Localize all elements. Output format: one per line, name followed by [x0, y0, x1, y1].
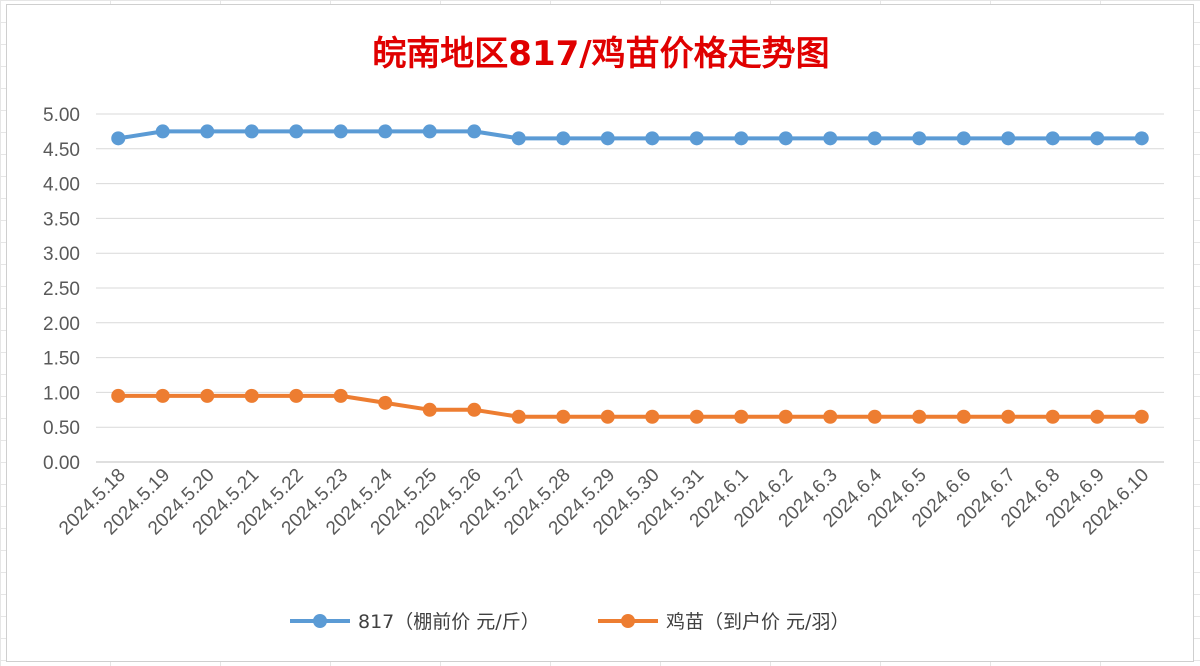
data-point: [1134, 131, 1149, 146]
y-tick-label: 0.00: [43, 453, 80, 474]
gridlines: [96, 113, 1164, 463]
data-point: [289, 388, 304, 403]
y-tick-label: 3.00: [43, 244, 80, 265]
legend-item[interactable]: 鸡苗（到户价 元/羽）: [598, 611, 849, 633]
data-point: [244, 124, 259, 139]
legend-label: 鸡苗（到户价 元/羽）: [666, 611, 849, 633]
data-point: [1134, 409, 1149, 424]
y-tick-label: 2.00: [43, 314, 80, 335]
data-point: [378, 124, 393, 139]
data-point: [1090, 131, 1105, 146]
data-point: [867, 131, 882, 146]
legend-marker: [621, 614, 635, 628]
data-point: [778, 409, 793, 424]
data-point: [600, 131, 615, 146]
data-point: [956, 131, 971, 146]
data-point: [378, 395, 393, 410]
data-point: [1045, 131, 1060, 146]
data-point: [556, 131, 571, 146]
data-point: [689, 409, 704, 424]
data-point: [1090, 409, 1105, 424]
data-point: [422, 124, 437, 139]
data-point: [511, 131, 526, 146]
data-point: [912, 409, 927, 424]
chart-area[interactable]: 皖南地区817/鸡苗价格走势图 0.00 0.50 1.00 1.50 2.00 2.50…: [6, 4, 1194, 662]
data-point: [289, 124, 304, 139]
y-tick-label: 5.00: [43, 105, 80, 126]
y-tick-label: 2.50: [43, 279, 80, 300]
data-point: [333, 124, 348, 139]
data-point: [689, 131, 704, 146]
series-1: [111, 124, 1149, 146]
y-tick-label: 4.50: [43, 140, 80, 161]
data-point: [244, 388, 259, 403]
data-point: [1045, 409, 1060, 424]
data-point: [200, 124, 215, 139]
series-2: [111, 388, 1149, 424]
data-point: [200, 388, 215, 403]
x-axis-tick-labels: 2024.5.182024.5.192024.5.202024.5.212024…: [55, 464, 1153, 539]
data-point: [111, 131, 126, 146]
data-point: [1001, 131, 1016, 146]
data-point: [511, 409, 526, 424]
data-point: [778, 131, 793, 146]
data-point: [734, 131, 749, 146]
data-point: [600, 409, 615, 424]
data-point: [467, 124, 482, 139]
y-tick-label: 1.50: [43, 349, 80, 370]
line-chart: 皖南地区817/鸡苗价格走势图 0.00 0.50 1.00 1.50 2.00 2.50…: [43, 34, 1164, 633]
chart-title: 皖南地区817/鸡苗价格走势图: [372, 34, 829, 74]
legend-item[interactable]: 817（棚前价 元/斤）: [290, 611, 540, 633]
data-point: [912, 131, 927, 146]
legend-label: 817（棚前价 元/斤）: [358, 611, 540, 633]
data-point: [645, 409, 660, 424]
legend[interactable]: 817（棚前价 元/斤） 鸡苗（到户价 元/羽）: [290, 611, 849, 633]
data-point: [867, 409, 882, 424]
series-line: [117, 129, 1142, 141]
y-tick-label: 4.00: [43, 175, 80, 196]
y-tick-label: 1.00: [43, 383, 80, 404]
data-point: [645, 131, 660, 146]
legend-marker: [313, 614, 327, 628]
data-point: [956, 409, 971, 424]
data-point: [734, 409, 749, 424]
y-axis-tick-labels: 0.00 0.50 1.00 1.50 2.00 2.50 3.00 3.50 4.00 4.50…: [43, 105, 80, 474]
data-point: [155, 124, 170, 139]
data-point: [155, 388, 170, 403]
series-line: [118, 393, 1142, 419]
series-lines: [111, 124, 1149, 424]
data-point: [111, 388, 126, 403]
data-point: [823, 409, 838, 424]
data-point: [556, 409, 571, 424]
data-point: [422, 402, 437, 417]
y-tick-label: 0.50: [43, 418, 80, 439]
data-point: [467, 402, 482, 417]
data-point: [333, 388, 348, 403]
data-point: [1001, 409, 1016, 424]
data-point: [823, 131, 838, 146]
y-tick-label: 3.50: [43, 209, 80, 230]
